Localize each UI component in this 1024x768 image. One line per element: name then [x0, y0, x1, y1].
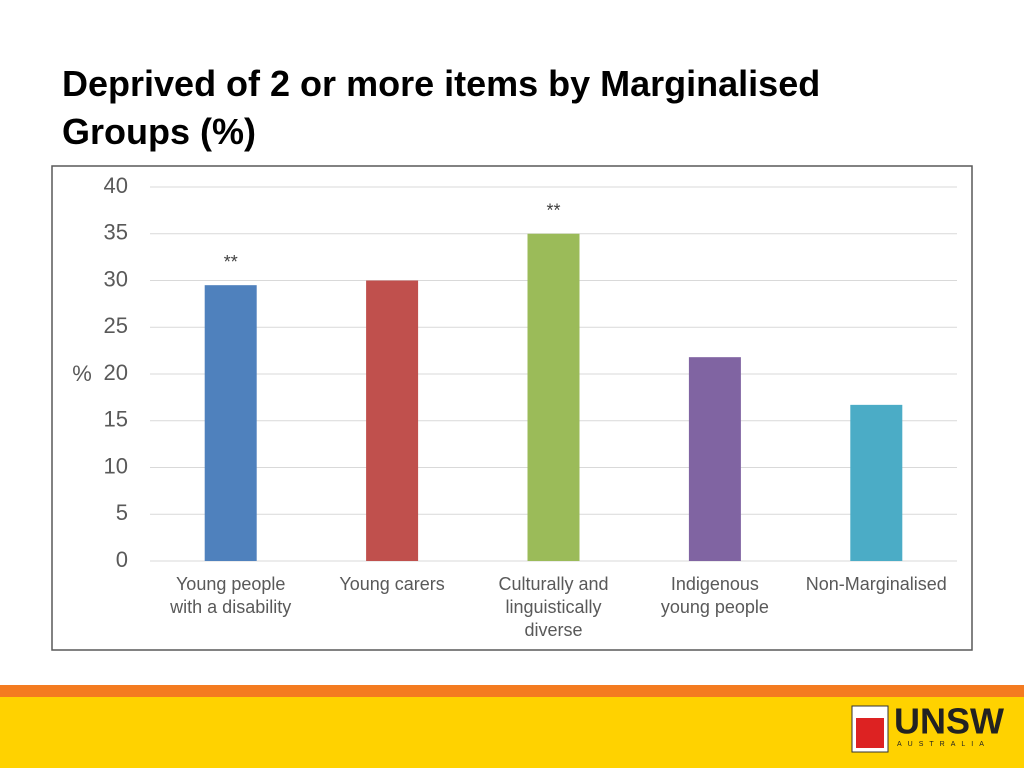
y-tick-label: 10	[104, 453, 128, 478]
y-tick-label: 40	[104, 173, 128, 198]
slide-title: Deprived of 2 or more items by Marginali…	[62, 63, 821, 152]
y-tick-label: 15	[104, 407, 128, 432]
annotation: **	[546, 201, 560, 221]
x-tick-label: Young carers	[339, 574, 445, 594]
x-tick-label: Young people with a disability	[170, 574, 292, 617]
bar	[527, 233, 580, 561]
bar	[204, 285, 257, 561]
y-axis-label: %	[72, 361, 92, 386]
crest-shield	[856, 718, 884, 748]
x-tick-label: Culturally and linguistically diverse	[498, 574, 609, 640]
y-tick-label: 25	[104, 313, 128, 338]
y-tick-label: 20	[104, 360, 128, 385]
logo: UNSW AUSTRALIA	[851, 701, 1004, 753]
bar	[850, 404, 903, 561]
x-tick-label: Non-Marginalised	[805, 574, 947, 594]
x-tick-label: Indigenous young people	[660, 574, 769, 617]
logo-text: UNSW	[894, 701, 1004, 742]
y-tick-label: 5	[116, 500, 128, 525]
orange-strip	[0, 685, 1024, 697]
bar	[366, 280, 419, 561]
logo-subtitle: AUSTRALIA	[897, 741, 990, 748]
y-tick-label: 0	[116, 547, 128, 572]
bar	[688, 357, 741, 561]
annotation: **	[224, 252, 238, 272]
y-tick-label: 35	[104, 220, 128, 245]
y-tick-label: 30	[104, 266, 128, 291]
